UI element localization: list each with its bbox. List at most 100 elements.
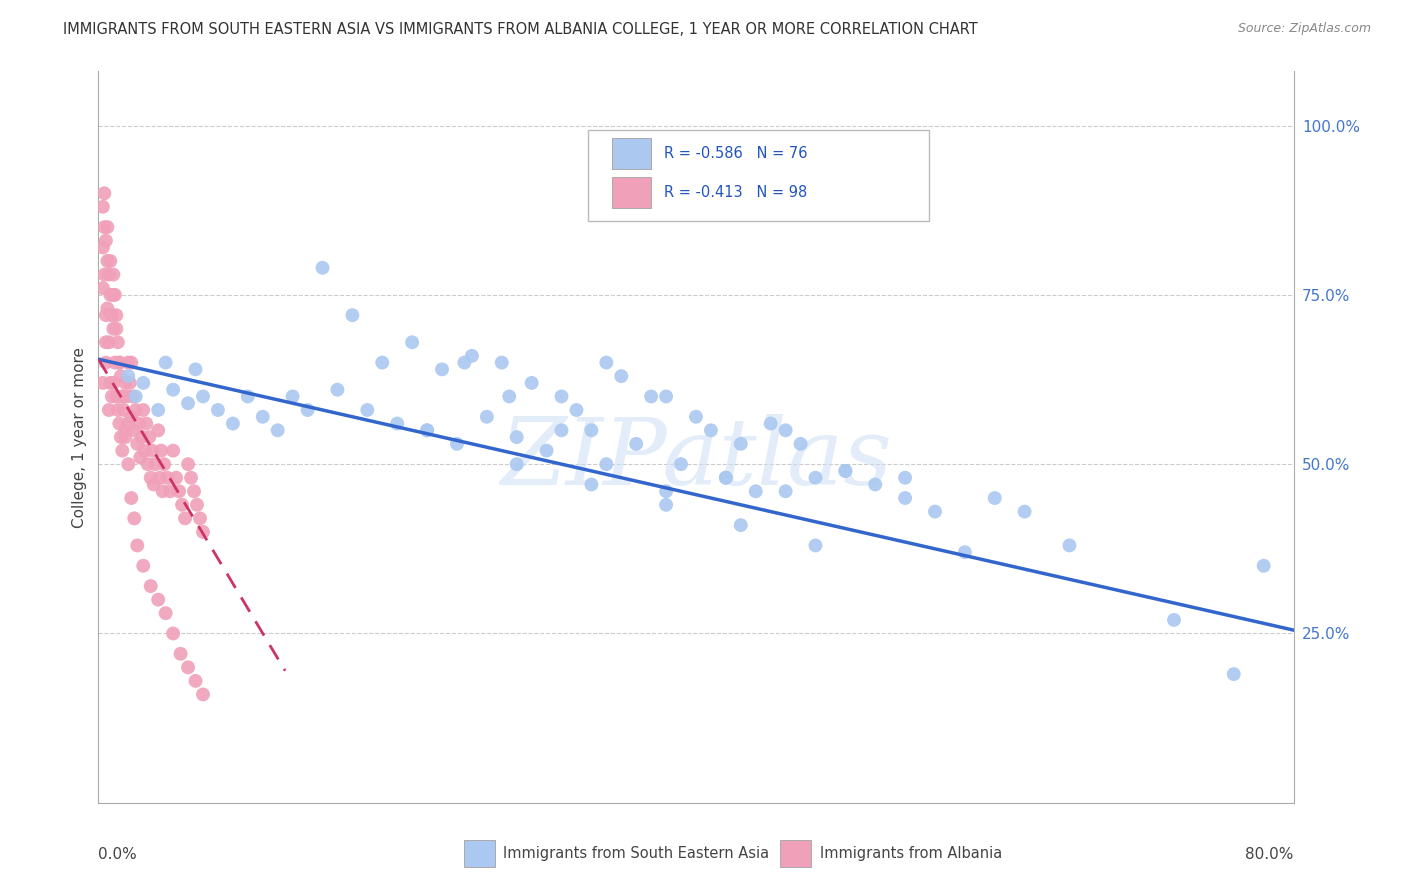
Point — [595, 457, 617, 471]
Point — [581, 477, 603, 491]
Point — [112, 403, 135, 417]
Point — [371, 355, 394, 369]
Point — [132, 403, 155, 417]
Text: Source: ZipAtlas.com: Source: ZipAtlas.com — [1237, 22, 1371, 36]
Y-axis label: College, 1 year or more: College, 1 year or more — [72, 347, 87, 527]
Point — [108, 355, 131, 369]
Point — [117, 355, 139, 369]
Point — [114, 376, 136, 390]
Point — [131, 430, 153, 444]
Point — [93, 186, 115, 201]
Point — [416, 423, 439, 437]
Point — [1163, 613, 1185, 627]
Point — [148, 592, 170, 607]
Point — [101, 308, 124, 322]
Point — [446, 437, 468, 451]
Point — [148, 423, 170, 437]
Point — [118, 376, 141, 390]
Point — [506, 457, 529, 471]
Point — [94, 308, 117, 322]
Point — [103, 376, 125, 390]
Point — [148, 403, 170, 417]
Point — [385, 417, 409, 431]
Point — [191, 389, 214, 403]
Point — [124, 511, 146, 525]
Point — [1223, 667, 1246, 681]
Point — [730, 518, 752, 533]
Point — [520, 376, 543, 390]
FancyBboxPatch shape — [589, 130, 929, 221]
Point — [186, 498, 208, 512]
Point — [139, 579, 162, 593]
Text: R = -0.586   N = 76: R = -0.586 N = 76 — [664, 146, 807, 161]
Point — [110, 430, 132, 444]
Point — [127, 538, 149, 552]
Point — [136, 457, 159, 471]
Point — [685, 409, 707, 424]
Point — [115, 389, 138, 403]
Point — [430, 362, 453, 376]
Point — [894, 491, 917, 505]
Point — [110, 369, 132, 384]
Point — [124, 423, 146, 437]
Point — [1253, 558, 1275, 573]
Point — [924, 505, 946, 519]
Point — [105, 308, 128, 322]
Point — [550, 389, 572, 403]
Point — [953, 545, 976, 559]
Text: R = -0.413   N = 98: R = -0.413 N = 98 — [664, 185, 807, 200]
Point — [97, 268, 120, 282]
Point — [804, 471, 827, 485]
Point — [775, 423, 797, 437]
Point — [655, 498, 678, 512]
Point — [108, 355, 131, 369]
Point — [91, 281, 114, 295]
Point — [498, 389, 520, 403]
Point — [132, 558, 155, 573]
Point — [267, 423, 290, 437]
Point — [789, 437, 811, 451]
Point — [759, 417, 782, 431]
Point — [150, 443, 173, 458]
Point — [120, 491, 142, 505]
Point — [152, 484, 174, 499]
Point — [153, 457, 176, 471]
Point — [111, 389, 134, 403]
Point — [669, 457, 692, 471]
Point — [155, 355, 177, 369]
Point — [184, 362, 207, 376]
Bar — [613, 177, 651, 208]
Point — [143, 457, 166, 471]
Point — [103, 322, 125, 336]
Point — [183, 484, 205, 499]
Point — [581, 423, 603, 437]
Point — [101, 389, 124, 403]
Point — [550, 423, 572, 437]
Point — [730, 437, 752, 451]
Point — [356, 403, 378, 417]
Point — [107, 335, 129, 350]
Point — [626, 437, 648, 451]
Text: Immigrants from Albania: Immigrants from Albania — [820, 847, 1002, 861]
Text: IMMIGRANTS FROM SOUTH EASTERN ASIA VS IMMIGRANTS FROM ALBANIA COLLEGE, 1 YEAR OR: IMMIGRANTS FROM SOUTH EASTERN ASIA VS IM… — [63, 22, 979, 37]
Point — [107, 403, 129, 417]
Point — [188, 511, 211, 525]
Point — [700, 423, 723, 437]
Point — [610, 369, 633, 384]
Point — [162, 626, 184, 640]
Point — [125, 389, 148, 403]
Point — [159, 484, 181, 499]
Point — [96, 254, 118, 268]
Point — [98, 376, 122, 390]
Point — [117, 417, 139, 431]
Point — [104, 355, 127, 369]
Point — [222, 417, 245, 431]
Point — [94, 355, 117, 369]
Point — [105, 389, 128, 403]
Point — [162, 443, 184, 458]
Point — [834, 464, 856, 478]
Point — [714, 471, 737, 485]
Point — [252, 409, 274, 424]
Point — [91, 376, 114, 390]
Point — [125, 403, 148, 417]
